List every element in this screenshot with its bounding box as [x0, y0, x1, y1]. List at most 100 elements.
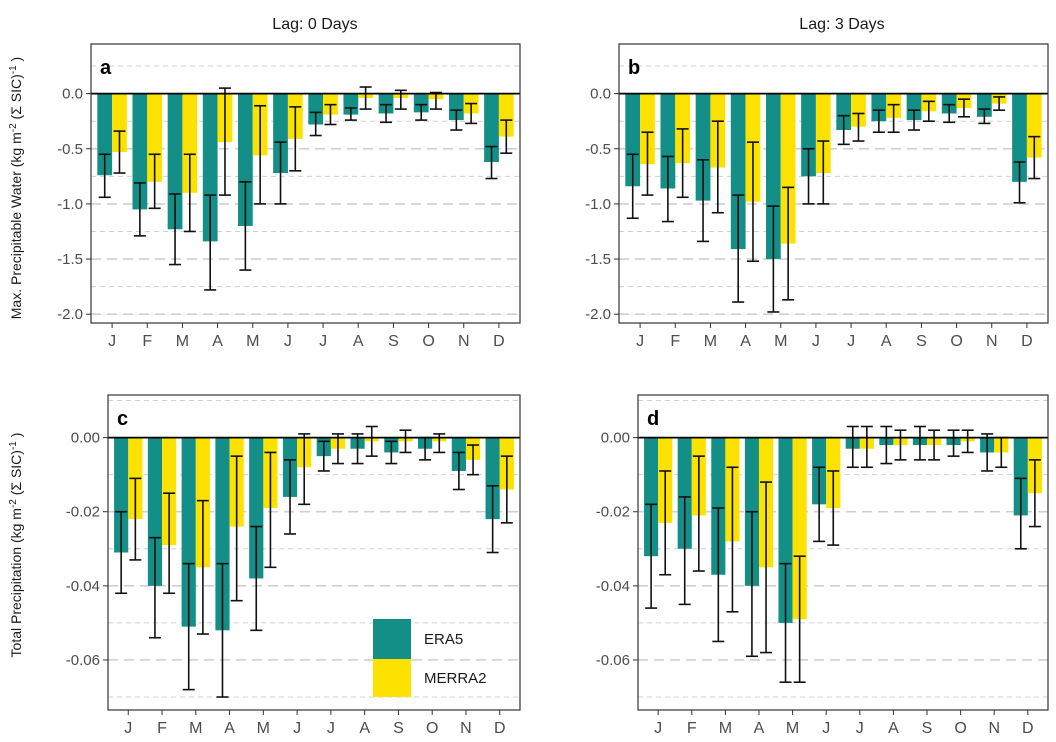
- x-tick-label: M: [189, 720, 202, 737]
- x-tick-label: F: [687, 720, 697, 737]
- x-tick-label: D: [1022, 720, 1034, 737]
- x-tick-label: M: [774, 333, 787, 350]
- x-tick-label: S: [922, 720, 933, 737]
- y-axis-label-top: Max. Precipitable Water (kg m-2 (Σ SIC)-…: [8, 57, 25, 319]
- errorbar-era5-4: [239, 181, 252, 271]
- bar-merra2-0: [640, 93, 655, 165]
- x-tick-label: A: [359, 720, 370, 737]
- bar-era5-11: [1012, 93, 1027, 182]
- errorbar-merra2-3: [760, 481, 773, 654]
- errorbar-merra2-10: [993, 96, 1006, 111]
- x-tick-label: J: [293, 720, 301, 737]
- x-tick-label: O: [950, 333, 962, 350]
- errorbar-era5-2: [169, 193, 182, 266]
- errorbar-era5-8: [380, 103, 393, 124]
- x-tick-label: O: [422, 333, 434, 350]
- errorbar-merra2-5: [298, 433, 311, 506]
- panel-d: 0.00 -0.02 -0.04 -0.06 J F M A M J J A S O N Dd: [596, 394, 1049, 737]
- errorbar-merra2-3: [230, 455, 243, 602]
- x-tick-label: J: [327, 720, 335, 737]
- x-tick-label: S: [388, 333, 399, 350]
- x-tick-label: M: [176, 333, 189, 350]
- bar-era5-2: [181, 437, 196, 627]
- errorbar-era5-0: [645, 503, 658, 609]
- x-tick-label: A: [740, 333, 751, 350]
- errorbar-merra2-0: [129, 477, 142, 561]
- errorbar-era5-10: [450, 109, 463, 131]
- errorbar-era5-11: [485, 145, 498, 180]
- errorbar-merra2-9: [957, 98, 970, 118]
- errorbar-era5-11: [486, 484, 499, 554]
- errorbar-era5-6: [846, 425, 859, 469]
- x-tick-label: J: [822, 720, 830, 737]
- bar-era5-4: [237, 93, 253, 226]
- bar-era5-1: [147, 437, 163, 586]
- bar-era5-1: [660, 93, 676, 189]
- errorbar-era5-7: [872, 109, 885, 134]
- x-tick-label: J: [284, 333, 292, 350]
- errorbar-era5-5: [274, 141, 287, 205]
- bar-merra2-11: [498, 93, 514, 137]
- errorbar-merra2-4: [254, 104, 267, 205]
- errorbar-merra2-3: [218, 87, 231, 196]
- errorbar-merra2-7: [359, 86, 372, 110]
- x-tick-label: D: [1021, 333, 1033, 350]
- y-tick-label: -1.5: [585, 251, 611, 268]
- x-tick-label: S: [916, 333, 927, 350]
- y-tick-label: -1.5: [57, 251, 83, 268]
- errorbar-era5-3: [732, 194, 745, 303]
- errorbar-era5-2: [697, 158, 710, 243]
- errorbar-era5-6: [837, 114, 850, 146]
- y-tick-label: -2.0: [585, 306, 611, 323]
- bar-merra2-6: [851, 93, 866, 127]
- x-tick-label: D: [493, 333, 505, 350]
- errorbar-era5-7: [880, 425, 893, 465]
- bar-era5-1: [132, 93, 148, 210]
- errorbar-merra2-8: [399, 429, 412, 454]
- errorbar-merra2-8: [928, 429, 941, 461]
- bar-era5-0: [625, 93, 641, 187]
- x-tick-label: J: [636, 333, 644, 350]
- errorbar-merra2-4: [793, 555, 806, 684]
- y-tick-label: -1.0: [585, 196, 611, 213]
- y-tick-label: -0.02: [596, 504, 630, 521]
- y-tick-label: -0.5: [585, 141, 611, 158]
- errorbar-era5-6: [309, 111, 322, 137]
- errorbar-merra2-9: [961, 429, 974, 454]
- errorbar-merra2-10: [465, 102, 478, 125]
- errorbar-merra2-3: [746, 141, 759, 263]
- panel-letter: c: [117, 408, 128, 430]
- errorbar-era5-6: [317, 440, 330, 472]
- y-axis-label-bottom: Total Precipitation (kg m-2 (Σ SIC)-1 ): [8, 433, 25, 658]
- panel-frame: [107, 394, 521, 711]
- bar-era5-6: [836, 93, 852, 131]
- bar-era5-3: [215, 437, 230, 631]
- errorbar-merra2-7: [365, 425, 378, 457]
- errorbar-era5-2: [712, 507, 725, 643]
- errorbar-era5-0: [626, 153, 639, 220]
- y-tick-label: -1.0: [57, 196, 83, 213]
- errorbar-merra2-1: [163, 492, 176, 595]
- bar-era5-10: [976, 93, 992, 117]
- errorbar-era5-5: [284, 459, 297, 535]
- errorbar-era5-1: [661, 155, 674, 223]
- x-tick-label: M: [786, 720, 799, 737]
- bar-era5-7: [343, 93, 359, 115]
- errorbar-merra2-7: [887, 103, 900, 134]
- y-tick-label: 0.00: [601, 430, 630, 447]
- bar-era5-8: [378, 93, 394, 114]
- y-tick-label: -0.06: [596, 652, 630, 669]
- errorbar-merra2-1: [692, 455, 705, 572]
- errorbar-merra2-5: [817, 140, 830, 205]
- x-tick-label: N: [988, 720, 1000, 737]
- y-tick-label: -0.5: [57, 141, 83, 158]
- panel-letter: d: [647, 408, 659, 430]
- panel-letter: a: [100, 57, 112, 79]
- errorbar-era5-1: [678, 496, 691, 606]
- bar-era5-9: [941, 93, 957, 114]
- x-tick-label: A: [212, 333, 223, 350]
- strip-title-right: Lag: 3 Days: [799, 16, 884, 33]
- bar-merra2-4: [780, 93, 796, 244]
- errorbar-era5-9: [947, 429, 960, 457]
